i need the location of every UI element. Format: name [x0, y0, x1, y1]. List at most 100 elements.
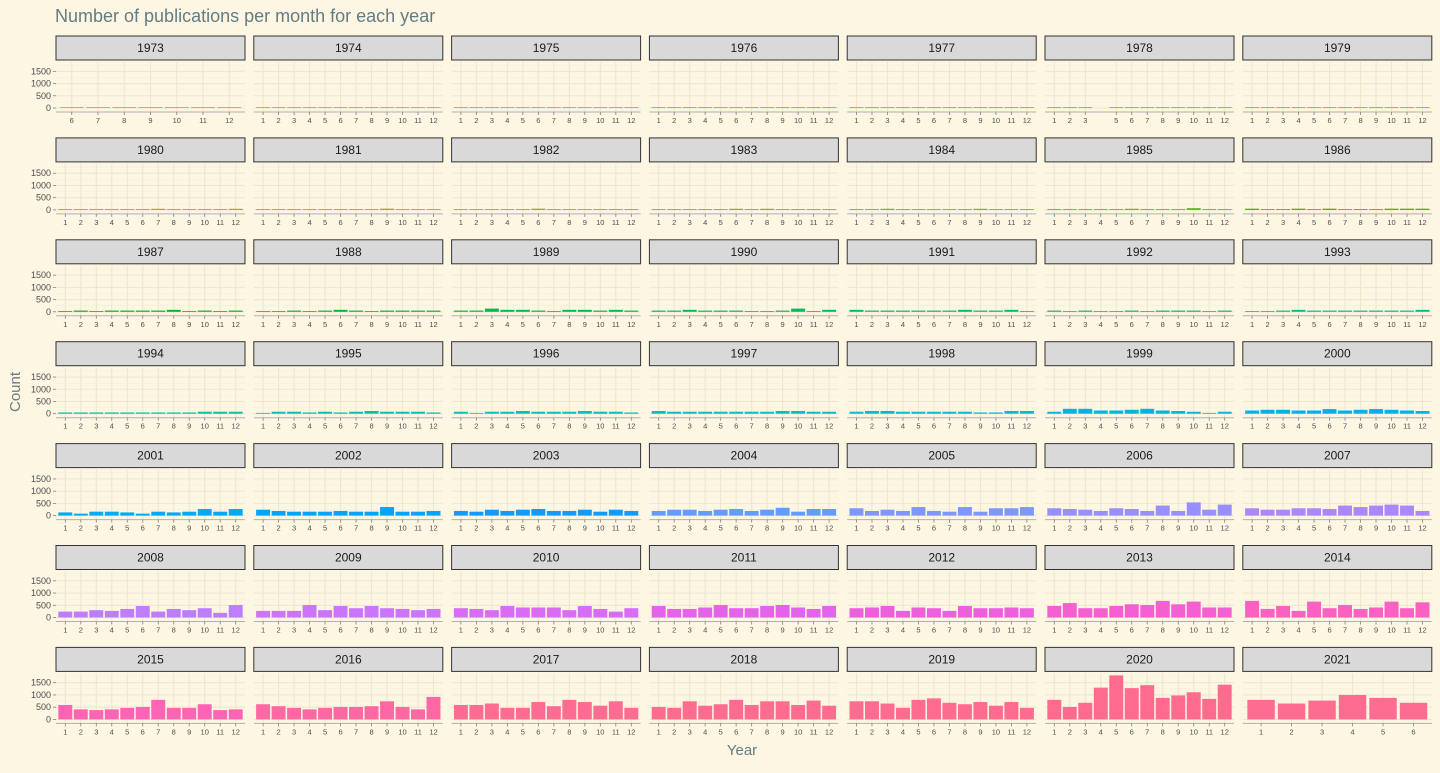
x-tick-label: 10 [201, 524, 209, 533]
bar [957, 606, 972, 618]
x-tick-label: 9 [978, 116, 982, 125]
x-tick-label: 6 [1130, 626, 1134, 635]
facet-strip-label: 2002 [335, 449, 362, 463]
x-tick-label: 1 [261, 218, 265, 227]
x-tick-label: 1 [63, 218, 67, 227]
bar [895, 107, 910, 108]
facet-strip-label: 1986 [1324, 143, 1351, 157]
bar [1078, 608, 1093, 618]
x-tick-label: 9 [781, 626, 785, 635]
x-tick-label: 12 [1418, 116, 1426, 125]
x-tick-label: 3 [292, 116, 296, 125]
x-tick-label: 4 [505, 727, 509, 736]
facet-plot-area [847, 367, 1037, 418]
x-tick-label: 7 [947, 218, 951, 227]
x-tick-label: 11 [216, 727, 224, 736]
x-tick-label: 9 [1374, 422, 1378, 431]
bar [1260, 209, 1275, 210]
x-tick-label: 9 [1374, 626, 1378, 635]
x-tick-label: 9 [583, 626, 587, 635]
x-tick-label: 10 [596, 422, 604, 431]
bar [682, 411, 697, 414]
y-tick-label: 500 [36, 396, 51, 406]
x-tick-label: 12 [1418, 218, 1426, 227]
bar [318, 610, 333, 618]
bar [182, 511, 197, 516]
bar [426, 510, 441, 516]
x-tick-label: 10 [398, 524, 406, 533]
bar [624, 707, 639, 720]
bar [1245, 107, 1260, 108]
x-tick-label: 6 [1130, 727, 1134, 736]
x-tick-label: 11 [1205, 727, 1213, 736]
facet-strip-label: 2005 [928, 449, 955, 463]
x-tick-label: 3 [292, 524, 296, 533]
y-tick-label: 0 [46, 511, 51, 521]
x-tick-label: 5 [125, 727, 129, 736]
x-tick-label: 12 [825, 218, 833, 227]
x-tick-label: 8 [369, 116, 373, 125]
x-tick-label: 7 [156, 218, 160, 227]
x-tick-label: 4 [110, 524, 114, 533]
x-tick-label: 10 [201, 727, 209, 736]
x-tick-label: 11 [216, 320, 224, 329]
bar [1155, 410, 1170, 414]
x-tick-label: 4 [901, 422, 905, 431]
bar [1322, 310, 1337, 312]
facet-plot-area [56, 469, 245, 520]
bar [988, 705, 1003, 720]
bar [1186, 310, 1201, 312]
bar [515, 107, 530, 108]
bar [593, 511, 608, 516]
x-tick-label: 4 [1296, 320, 1300, 329]
x-tick-label: 5 [1381, 727, 1385, 736]
x-tick-label: 10 [1190, 116, 1198, 125]
x-tick-label: 5 [916, 320, 920, 329]
facet-strip [253, 545, 444, 570]
facet-strip [451, 341, 642, 367]
bar [577, 411, 592, 414]
x-tick-label: 1 [459, 422, 463, 431]
bar [1260, 107, 1275, 108]
x-tick-label: 7 [1145, 422, 1149, 431]
x-tick-label: 2 [79, 727, 83, 736]
x-tick-label: 2 [277, 524, 281, 533]
bar [349, 706, 364, 720]
bar [911, 209, 926, 210]
bar [895, 510, 910, 516]
x-tick-label: 5 [1114, 422, 1118, 431]
x-tick-label: 12 [1221, 320, 1229, 329]
bar [744, 704, 759, 720]
bar [1109, 311, 1124, 312]
x-tick-label: 9 [187, 320, 191, 329]
x-tick-label: 4 [307, 626, 311, 635]
x-tick-label: 11 [612, 626, 620, 635]
x-tick-label: 8 [369, 422, 373, 431]
x-tick-label: 2 [474, 626, 478, 635]
bar [775, 701, 790, 720]
bar [1004, 508, 1019, 516]
x-tick-label: 2 [277, 727, 281, 736]
bar [1245, 208, 1260, 210]
bar [500, 707, 515, 720]
x-tick-label: 10 [596, 218, 604, 227]
bar [426, 310, 441, 312]
x-tick-label: 10 [1387, 116, 1395, 125]
x-tick-label: 2 [1266, 320, 1270, 329]
bar [911, 507, 926, 516]
bar [1353, 310, 1368, 312]
x-tick-label: 8 [567, 626, 571, 635]
x-tick-label: 7 [947, 116, 951, 125]
bar [1276, 606, 1291, 618]
facet-strip-label: 1993 [1324, 245, 1351, 259]
bar [1369, 505, 1384, 516]
bar [806, 700, 821, 720]
x-tick-label: 2 [1068, 116, 1072, 125]
bar [1155, 209, 1170, 210]
bar [562, 510, 577, 516]
bar [1291, 410, 1306, 414]
bar [942, 411, 957, 414]
facet-strip [253, 137, 444, 163]
